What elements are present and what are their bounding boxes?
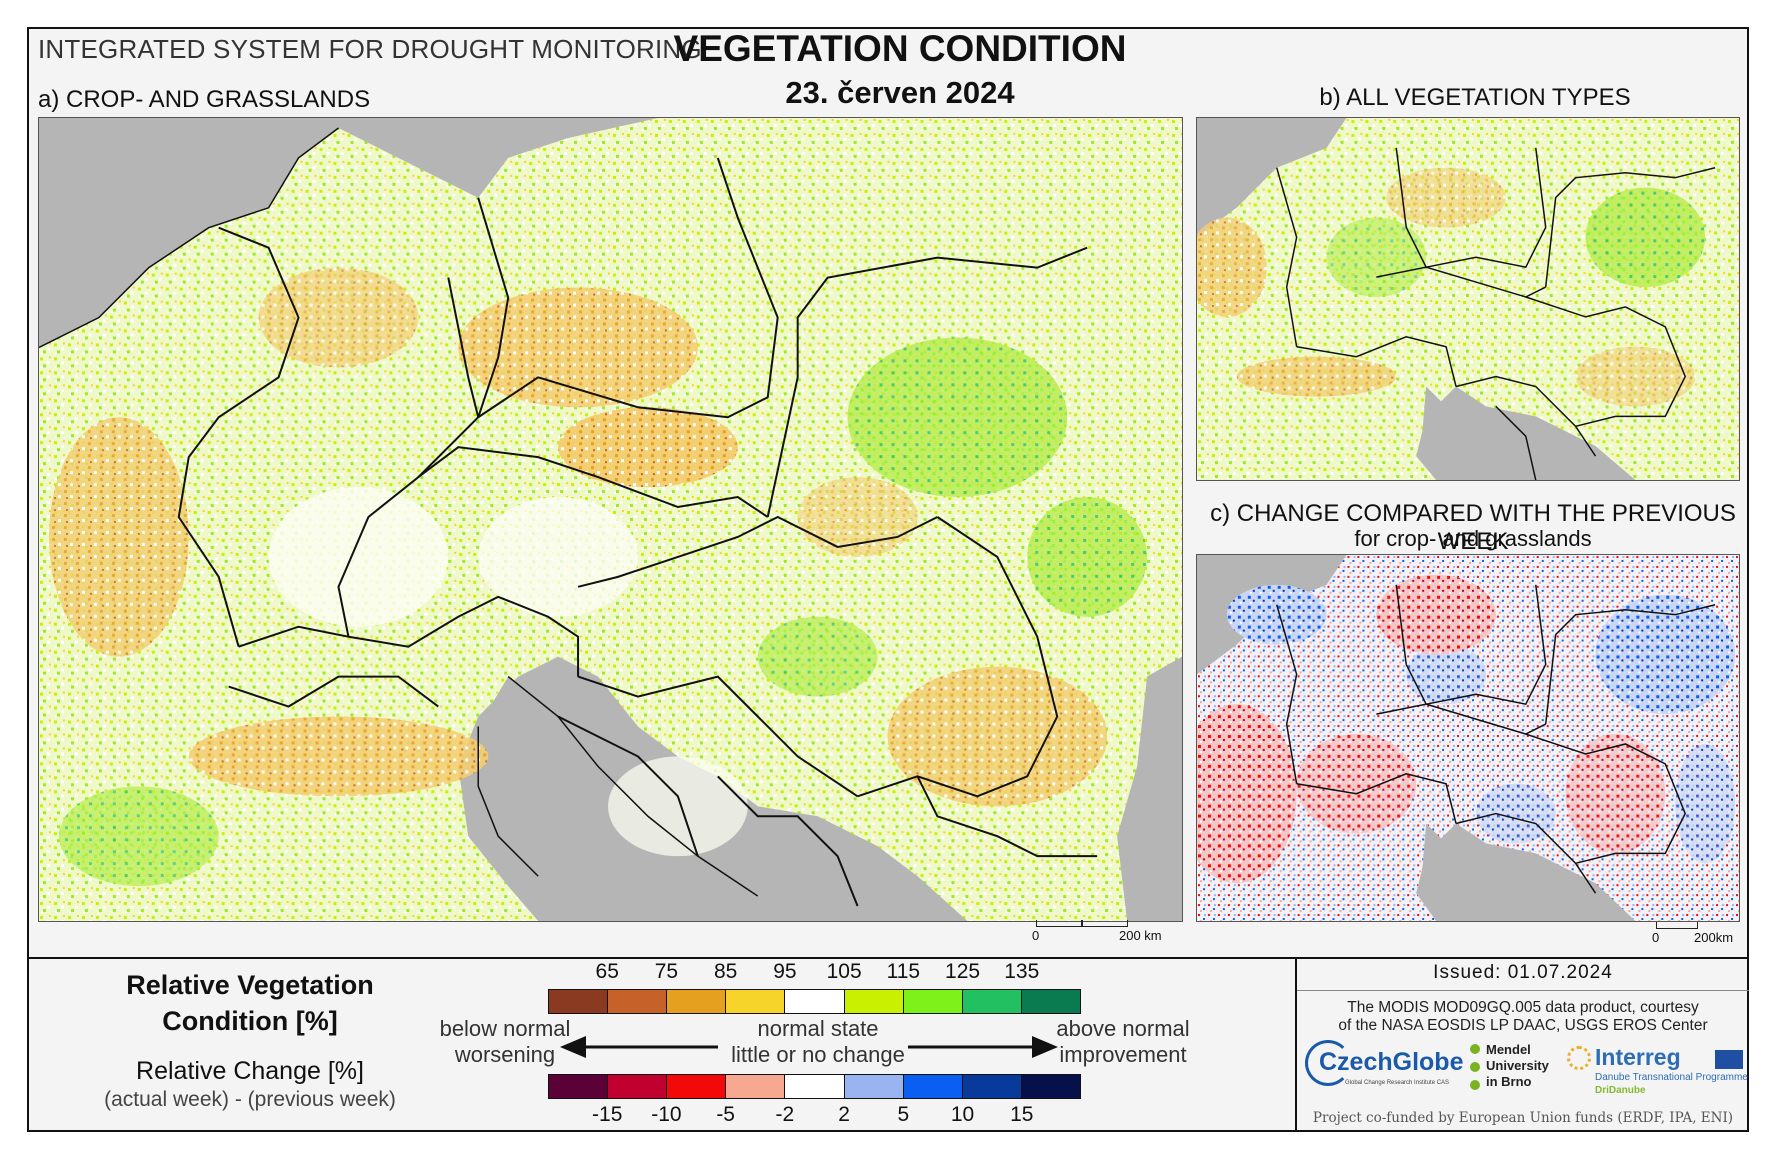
left-arrow-icon: [560, 1036, 718, 1058]
issued-divider: [1297, 990, 1749, 991]
rc-tick-label: 10: [950, 1103, 975, 1126]
rvc-tick-label: 135: [1004, 960, 1040, 983]
rc-legend-title: Relative Change [%]: [136, 1057, 364, 1085]
rvc-swatch: [667, 990, 727, 1013]
main-title: VEGETATION CONDITION: [673, 28, 1127, 69]
scalebar-a: 0 200 km: [1032, 920, 1186, 944]
rc-tick-label: 2: [838, 1103, 850, 1126]
above-normal-label: above normal improvement: [1056, 1016, 1190, 1067]
below-normal-label: below normal worsening: [439, 1016, 571, 1067]
footer-divider: [1295, 957, 1297, 1132]
system-title: INTEGRATED SYSTEM FOR DROUGHT MONITORING: [38, 34, 702, 64]
rvc-swatch: [726, 990, 786, 1013]
rvc-tick-label: 65: [595, 960, 619, 983]
rc-tick-label: -2: [775, 1103, 795, 1126]
scalebar-c: 0 200km: [1652, 922, 1746, 945]
rc-swatch: [549, 1075, 609, 1098]
eu-flag-icon: [1715, 1050, 1743, 1069]
map-weekly-change: [1196, 554, 1740, 922]
rc-tick-label: 5: [897, 1103, 910, 1126]
rvc-tick-label: 85: [713, 960, 738, 983]
rc-swatch: [608, 1075, 668, 1098]
rvc-tick-label: 125: [945, 960, 981, 983]
rc-swatch: [785, 1075, 845, 1098]
legend-divider: [27, 957, 1749, 959]
panel-c-subtitle: for crop- and grasslands: [1354, 526, 1592, 551]
rvc-tick-label: 95: [773, 960, 797, 983]
credit-line-2: of the NASA EOSDIS LP DAAC, USGS EROS Ce…: [1338, 1017, 1708, 1034]
rc-tick-label: -10: [651, 1103, 682, 1126]
panel-b-title: b) ALL VEGETATION TYPES: [1319, 84, 1631, 111]
rvc-tick-label: 105: [826, 960, 862, 983]
rc-tick-label: -15: [592, 1103, 623, 1126]
panel-a-title: a) CROP- AND GRASSLANDS: [38, 86, 371, 113]
rvc-tick-label: 75: [654, 960, 679, 983]
mendel-university-logo: Mendel University in Brno: [1468, 1042, 1563, 1094]
map-date: 23. červen 2024: [785, 75, 1015, 110]
rvc-legend-unit: Condition [%]: [162, 1006, 338, 1036]
credit-line-1: The MODIS MOD09GQ.005 data product, cour…: [1347, 999, 1699, 1016]
rvc-swatch: [608, 990, 668, 1013]
right-arrow-icon: [908, 1036, 1058, 1058]
map-crop-grasslands: [38, 117, 1183, 922]
rvc-swatch: [1021, 990, 1080, 1013]
rc-swatch: [844, 1075, 904, 1098]
rc-swatch: [1021, 1075, 1080, 1098]
rvc-swatch: [549, 990, 609, 1013]
rc-tick-label: -5: [716, 1103, 735, 1126]
interreg-logo: Interreg Danube Transnational Programme …: [1565, 1042, 1748, 1102]
rvc-swatch: [962, 990, 1022, 1013]
panel-c-title: c) CHANGE COMPARED WITH THE PREVIOUS WEE…: [1210, 500, 1736, 555]
czechglobe-logo: CzechGlobe Global Change Research Instit…: [1305, 1040, 1463, 1092]
rc-swatch: [903, 1075, 963, 1098]
issued-date: Issued: 01.07.2024: [1433, 962, 1613, 983]
rvc-legend-title: Relative Vegetation: [126, 970, 374, 1000]
rc-swatch: [667, 1075, 727, 1098]
rc-legend-subtitle: (actual week) - (previous week): [104, 1088, 396, 1111]
rc-tick-label: 15: [1010, 1103, 1034, 1126]
map-all-vegetation: [1196, 117, 1740, 481]
rc-swatch: [962, 1075, 1022, 1098]
rvc-swatch: [903, 990, 963, 1013]
rc-swatch: [726, 1075, 786, 1098]
rvc-swatch: [785, 990, 845, 1013]
rvc-colorbar: [548, 989, 1081, 1014]
rvc-tick-label: 115: [886, 960, 921, 983]
cofunding-note: Project co-funded by European Union fund…: [1312, 1110, 1734, 1126]
rvc-swatch: [844, 990, 904, 1013]
rc-colorbar: [548, 1074, 1081, 1099]
normal-state-label: normal state little or no change: [731, 1016, 905, 1067]
